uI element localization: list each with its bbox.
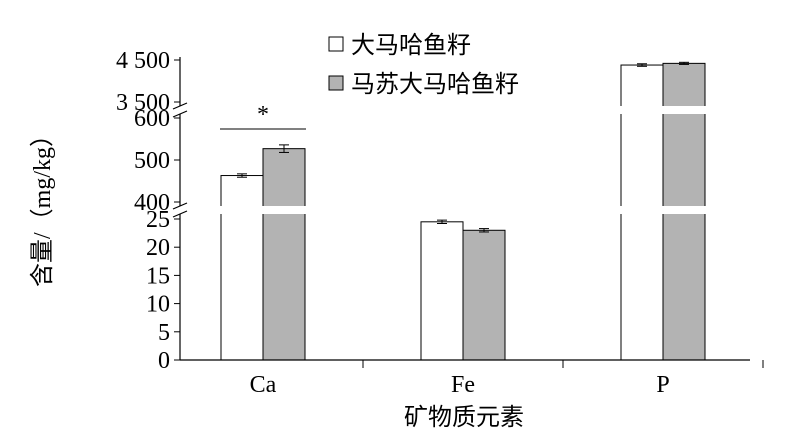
bar-Fe-series-2 [462,229,506,361]
axis-break-mark-upper-1 [172,202,188,210]
axis-break-layer [172,102,751,218]
axis-break-cover-2 [178,106,182,114]
y-tick-label-20: 20 [146,235,170,261]
x-tick-label-P: P [656,372,669,398]
x-tick-label-Ca: Ca [250,372,277,398]
axis-break-gap-1 [181,206,751,214]
axis-break-mark-lower-2 [172,110,188,118]
bar-Ca-series-2 [262,148,306,361]
y-tick-label-400: 400 [134,190,170,216]
y-axis-title: 含量/（mg/kg） [29,123,56,287]
legend-label-series-2: 马苏大马哈鱼籽 [351,71,519,98]
legend-label-series-1: 大马哈鱼籽 [351,32,471,59]
axis-break-gap-2 [181,106,751,114]
y-tick-label-600: 600 [134,106,170,132]
annotation-layer: * [220,102,306,130]
legend-swatch-series-2 [328,75,344,91]
y-tick-label-15: 15 [146,263,170,289]
bar-Ca-series-1 [220,175,264,361]
x-axis-title: 矿物质元素 [404,404,524,431]
y-tick-label-0: 0 [158,348,170,374]
y-tick-label-5: 5 [158,320,170,346]
x-tick-label-Fe: Fe [451,372,475,398]
legend: 大马哈鱼籽 马苏大马哈鱼籽 [328,32,519,98]
y-tick-label-500: 500 [134,148,170,174]
significance-asterisk: * [257,102,269,128]
y-tick-label-4500: 4 500 [116,48,170,74]
legend-swatch-series-1 [328,36,344,52]
axis-break-mark-lower-1 [172,210,188,218]
y-tick-label-10: 10 [146,292,170,318]
y-tick-label-25: 25 [146,207,170,233]
y-tick-label-3500: 3 500 [116,90,170,116]
axis-break-cover-1 [178,206,182,214]
axis-break-mark-upper-2 [172,102,188,110]
bar-Fe-series-1 [420,221,464,361]
